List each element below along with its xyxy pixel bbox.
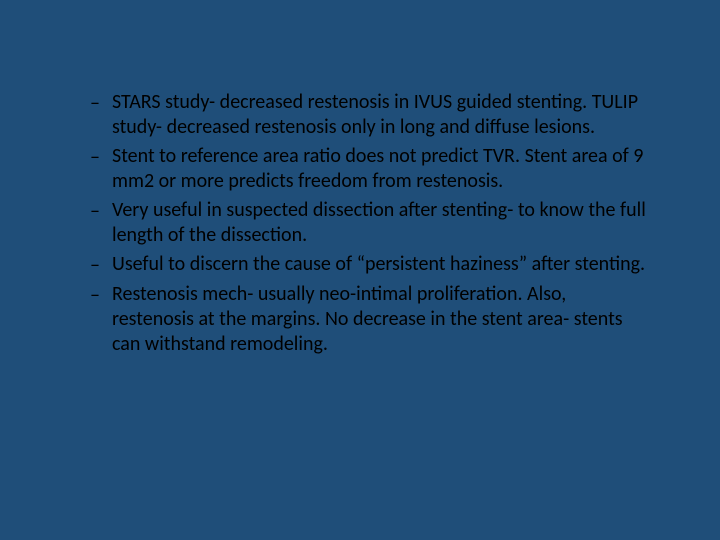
bullet-dash-icon: – <box>90 144 112 194</box>
list-item: – Very useful in suspected dissection af… <box>90 198 650 248</box>
bullet-text: Restenosis mech- usually neo-intimal pro… <box>112 282 650 357</box>
bullet-dash-icon: – <box>90 90 112 140</box>
list-item: – Useful to discern the cause of “persis… <box>90 252 650 278</box>
bullet-dash-icon: – <box>90 198 112 248</box>
list-item: – Stent to reference area ratio does not… <box>90 144 650 194</box>
list-item: – STARS study- decreased restenosis in I… <box>90 90 650 140</box>
bullet-dash-icon: – <box>90 252 112 278</box>
bullet-text: Useful to discern the cause of “persiste… <box>112 252 650 278</box>
bullet-text: STARS study- decreased restenosis in IVU… <box>112 90 650 140</box>
bullet-text: Very useful in suspected dissection afte… <box>112 198 650 248</box>
bullet-list: – STARS study- decreased restenosis in I… <box>90 90 650 357</box>
bullet-dash-icon: – <box>90 282 112 357</box>
bullet-text: Stent to reference area ratio does not p… <box>112 144 650 194</box>
list-item: – Restenosis mech- usually neo-intimal p… <box>90 282 650 357</box>
